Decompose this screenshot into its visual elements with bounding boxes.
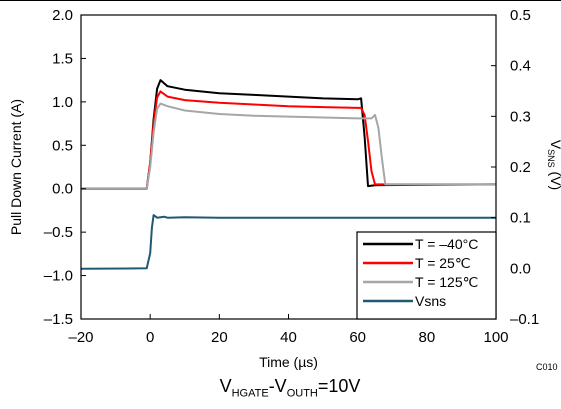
x-tick-label: 20 — [211, 329, 228, 346]
x-tick-label: 100 — [483, 329, 508, 346]
series-line-3 — [80, 214, 496, 270]
series-line-1 — [81, 90, 496, 190]
x-tick-label: 60 — [349, 329, 366, 346]
x-tick-label: 40 — [280, 329, 297, 346]
x-tick-label: –20 — [68, 329, 93, 346]
y-tick-label: 0.5 — [52, 137, 73, 154]
legend: T = –40°C T = 25℃ T = 125℃ Vsns — [356, 231, 497, 320]
y-tick-label: 1.0 — [52, 94, 73, 111]
y2-tick-label: 0.2 — [510, 159, 531, 176]
y2-tick-label: 0.3 — [510, 108, 531, 125]
caption-sub-outh: OUTH — [286, 387, 318, 400]
y2-axis-label: VSNS (V) — [546, 140, 561, 190]
x-tick-label: 0 — [146, 329, 154, 346]
caption-rest: =10V — [317, 376, 361, 396]
y-tick-label: 2.0 — [52, 7, 73, 24]
x-axis-label: Time (µs) — [259, 354, 318, 370]
y-tick-label: 0.0 — [52, 181, 73, 198]
caption-dash: -V — [268, 376, 287, 396]
legend-label: T = –40°C — [415, 236, 478, 252]
legend-box — [356, 231, 497, 320]
y-tick-label: –1.0 — [44, 268, 73, 285]
y-axis-label: Pull Down Current (A) — [8, 99, 24, 235]
y2-tick-label: 0.5 — [510, 7, 531, 24]
chart-caption: VHGATE-VOUTH=10V — [0, 376, 561, 400]
caption-v: V — [219, 376, 232, 396]
figure-code: C010 — [536, 362, 558, 372]
tick-layer: –20 0 20 40 60 80 100 –1.5 –1.0 –0.5 0.0 0.5 1.0 1.5 2… — [44, 7, 539, 346]
y2-tick-label: 0.1 — [510, 210, 531, 227]
y2-tick-label: 0.4 — [510, 58, 531, 75]
y-tick-label: 1.5 — [52, 50, 73, 67]
y2-tick-label: –0.1 — [510, 311, 539, 328]
legend-label: T = 25℃ — [415, 255, 471, 271]
x-tick-label: 80 — [418, 329, 435, 346]
y-tick-label: –1.5 — [44, 311, 73, 328]
legend-label: T = 125℃ — [415, 274, 478, 290]
legend-label: Vsns — [415, 293, 446, 309]
chart: –20 0 20 40 60 80 100 –1.5 –1.0 –0.5 0.0 0.5 1.0 1.5 2… — [0, 0, 561, 370]
caption-sub-hgate: HGATE — [231, 387, 269, 400]
y-tick-label: –0.5 — [44, 224, 73, 241]
series-line-2 — [81, 102, 496, 190]
y2-tick-label: 0.0 — [510, 260, 531, 277]
series-layer — [80, 79, 497, 270]
series-line-0 — [81, 79, 497, 190]
